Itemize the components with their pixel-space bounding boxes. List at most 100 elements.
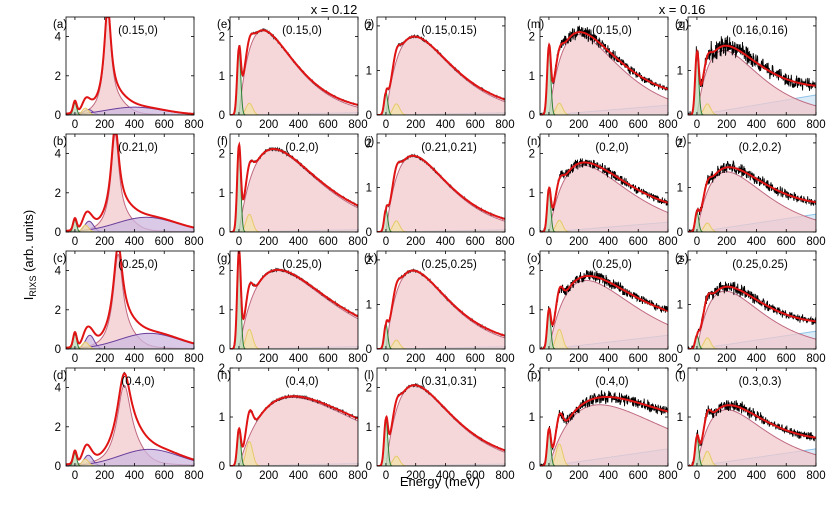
plot-frame xyxy=(65,250,195,350)
y-tick-label: 2 xyxy=(677,21,683,33)
panel-tag: (t) xyxy=(675,370,686,382)
panel-q-label: (0.25,0.25) xyxy=(421,259,477,271)
panel-q-label: (0.2,0.2) xyxy=(739,142,782,154)
panel-tag: (e) xyxy=(217,19,231,31)
panel-q-label: (0.4,0) xyxy=(285,376,318,388)
y-tick-label: 0 xyxy=(529,344,535,356)
x-tick-label: 400 xyxy=(436,353,455,365)
y-tick-label: 0 xyxy=(219,227,225,239)
panel-q-label: (0.15,0) xyxy=(282,25,322,37)
panel-tag: (j) xyxy=(364,136,374,148)
panel-h: 0 200 400 600 800 0 1 2(h) (0.4,0) xyxy=(217,363,368,482)
y-tick-label: 1 xyxy=(366,422,372,434)
x-tick-label: 200 xyxy=(95,236,114,248)
data-series xyxy=(540,269,668,349)
panel-tag: (g) xyxy=(217,253,231,265)
y-tick-label: 0 xyxy=(55,110,61,122)
y-tick-label: 0 xyxy=(677,110,683,122)
panel-i: 0 200 400 600 800 0 1 2(i) (0.15,0.15) xyxy=(364,16,515,131)
panel-tag: (b) xyxy=(53,136,67,148)
plot-frame xyxy=(65,16,195,116)
x-tick-label: 0 xyxy=(383,353,389,365)
x-tick-label: 200 xyxy=(717,119,736,131)
panel-b: 0 200 400 600 800 0 2 4(b) (0.21,0) xyxy=(53,133,204,248)
panel-q-label: (0.25,0) xyxy=(592,259,632,271)
panel-d: 0 200 400 600 800 0 2 4(d) (0.4,0) xyxy=(53,367,204,482)
x-tick-label: 400 xyxy=(289,119,308,131)
panel-f: 0 200 400 600 800 0 1 2(f) (0.2,0) xyxy=(217,133,368,248)
x-tick-label: 600 xyxy=(319,236,338,248)
panel-n: 0 200 400 600 800 0 1 2(n) (0.2,0) xyxy=(527,133,678,248)
secondary-component-0 xyxy=(66,220,194,232)
x-tick-label: 600 xyxy=(629,119,648,131)
x-tick-label: 800 xyxy=(495,119,514,131)
y-tick-label: 0 xyxy=(529,461,535,473)
x-tick-label: 200 xyxy=(95,353,114,365)
y-tick-label: 2 xyxy=(219,32,225,44)
fit-line xyxy=(540,31,668,115)
x-tick-label: 0 xyxy=(72,236,78,248)
panel-tag: (m) xyxy=(527,19,544,31)
x-tick-label: 400 xyxy=(599,236,618,248)
x-tick-label: 200 xyxy=(259,119,278,131)
x-tick-label: 400 xyxy=(599,119,618,131)
y-tick-label: 1 xyxy=(366,65,372,77)
x-tick-label: 400 xyxy=(599,470,618,482)
x-tick-label: 600 xyxy=(155,353,174,365)
y-axis-label-sub: RIXS xyxy=(28,276,38,297)
svg-text:IRIXS (arb. units): IRIXS (arb. units) xyxy=(21,210,38,300)
y-tick-label: 2 xyxy=(55,422,61,434)
x-tick-label: 600 xyxy=(629,236,648,248)
plot-frame xyxy=(376,133,506,233)
y-tick-label: 4 xyxy=(55,32,62,44)
y-tick-label: 0 xyxy=(366,227,372,239)
x-tick-label: 600 xyxy=(155,119,174,131)
plot-frame xyxy=(65,133,195,233)
x-tick-label: 0 xyxy=(236,236,242,248)
y-tick-label: 1 xyxy=(529,71,535,83)
panel-q-label: (0.4,0) xyxy=(595,376,628,388)
x-tick-label: 0 xyxy=(236,470,242,482)
x-tick-label: 400 xyxy=(436,236,455,248)
fit-line xyxy=(688,44,816,115)
panel-t: 0 200 400 600 800 0 1 2(t) (0.3,0.3) xyxy=(675,363,826,482)
x-tick-label: 200 xyxy=(406,470,425,482)
panel-tag: (h) xyxy=(217,370,231,382)
plot-frame xyxy=(229,16,359,116)
x-tick-label: 0 xyxy=(546,119,552,131)
y-tick-label: 0 xyxy=(366,461,372,473)
fit-line xyxy=(230,251,358,349)
fit-line xyxy=(540,274,668,349)
x-tick-label: 0 xyxy=(72,353,78,365)
x-tick-label: 0 xyxy=(383,119,389,131)
y-tick-label: 0 xyxy=(677,344,683,356)
x-tick-label: 400 xyxy=(599,353,618,365)
plot-frame xyxy=(376,16,506,116)
x-tick-label: 0 xyxy=(694,470,700,482)
x-tick-label: 600 xyxy=(466,353,485,365)
x-tick-label: 400 xyxy=(747,119,766,131)
x-tick-label: 400 xyxy=(125,470,144,482)
x-tick-label: 200 xyxy=(95,119,114,131)
group-title-x016: x = 0.16 xyxy=(659,2,706,17)
x-tick-label: 600 xyxy=(777,353,796,365)
panel-r: 0 200 400 600 800 0 1 2(r) (0.2,0.2) xyxy=(675,133,826,248)
y-tick-label: 1 xyxy=(219,305,225,317)
y-tick-label: 1 xyxy=(677,299,683,311)
x-tick-label: 800 xyxy=(658,470,677,482)
y-tick-label: 2 xyxy=(677,138,683,150)
y-tick-label: 1 xyxy=(677,412,683,424)
panel-s: 0 200 400 600 800 0 1 2(s) (0.25,0.25) xyxy=(675,250,826,365)
main-component xyxy=(688,290,816,349)
y-tick-label: 1 xyxy=(529,305,535,317)
x-tick-label: 400 xyxy=(436,470,455,482)
x-tick-label: 400 xyxy=(125,119,144,131)
x-axis-label: Energy (meV) xyxy=(400,474,480,489)
x-tick-label: 600 xyxy=(777,470,796,482)
panel-tag: (k) xyxy=(364,253,378,265)
panel-q-label: (0.2,0) xyxy=(595,142,628,154)
x-tick-label: 400 xyxy=(747,470,766,482)
fit-line xyxy=(230,141,358,232)
